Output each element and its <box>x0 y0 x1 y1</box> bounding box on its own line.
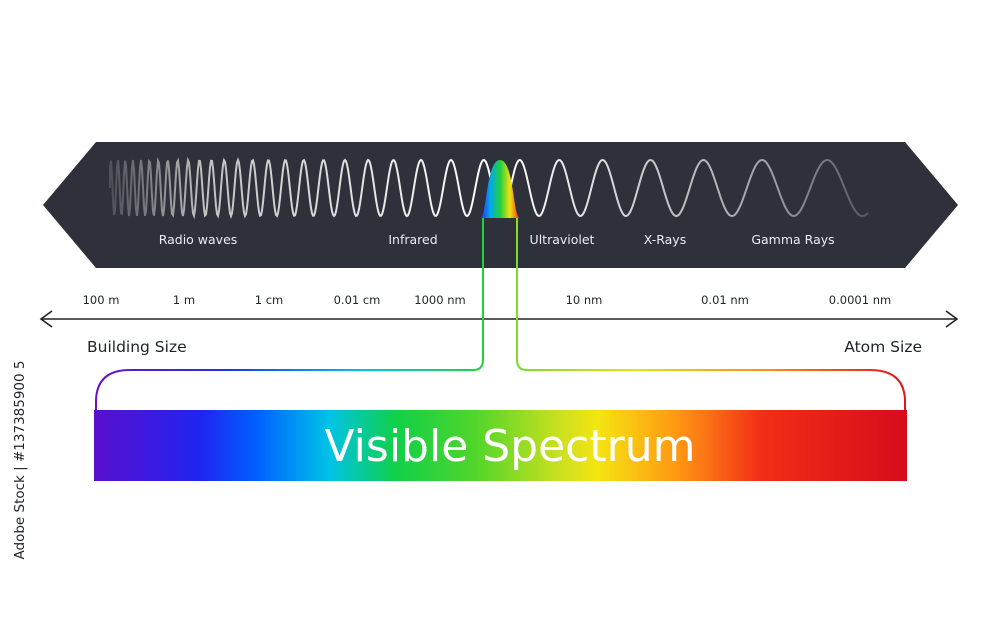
visible-spectrum-bar <box>94 410 907 481</box>
scale-label-10nm: 10 nm <box>566 293 603 307</box>
wave-line <box>109 156 869 220</box>
scale-label-00001nm: 0.0001 nm <box>829 293 891 307</box>
connector-right <box>516 218 906 410</box>
connector-left <box>95 218 484 410</box>
visible-spectrum-title: Visible Spectrum <box>325 421 696 472</box>
band-label-infrared: Infrared <box>388 232 437 247</box>
stock-id-label: Adobe Stock | #137385900 5 <box>12 360 28 560</box>
band-label-radio: Radio waves <box>159 232 238 247</box>
band-label-xrays: X-Rays <box>644 232 686 247</box>
scale-label-1cm: 1 cm <box>255 293 284 307</box>
stock-id-label-container: Adobe Stock | #137385900 5 <box>2 310 32 610</box>
visible-light-bump <box>480 160 520 218</box>
scale-label-1m: 1 m <box>173 293 195 307</box>
scale-label-1000nm: 1000 nm <box>414 293 465 307</box>
building-size-label: Building Size <box>87 338 187 356</box>
scale-label-001nm: 0.01 nm <box>701 293 749 307</box>
size-axis-arrow <box>39 310 959 328</box>
band-label-gamma: Gamma Rays <box>751 232 834 247</box>
scale-label-001cm: 0.01 cm <box>334 293 381 307</box>
atom-size-label: Atom Size <box>844 338 922 356</box>
scale-label-100m: 100 m <box>83 293 120 307</box>
band-label-ultraviolet: Ultraviolet <box>530 232 595 247</box>
